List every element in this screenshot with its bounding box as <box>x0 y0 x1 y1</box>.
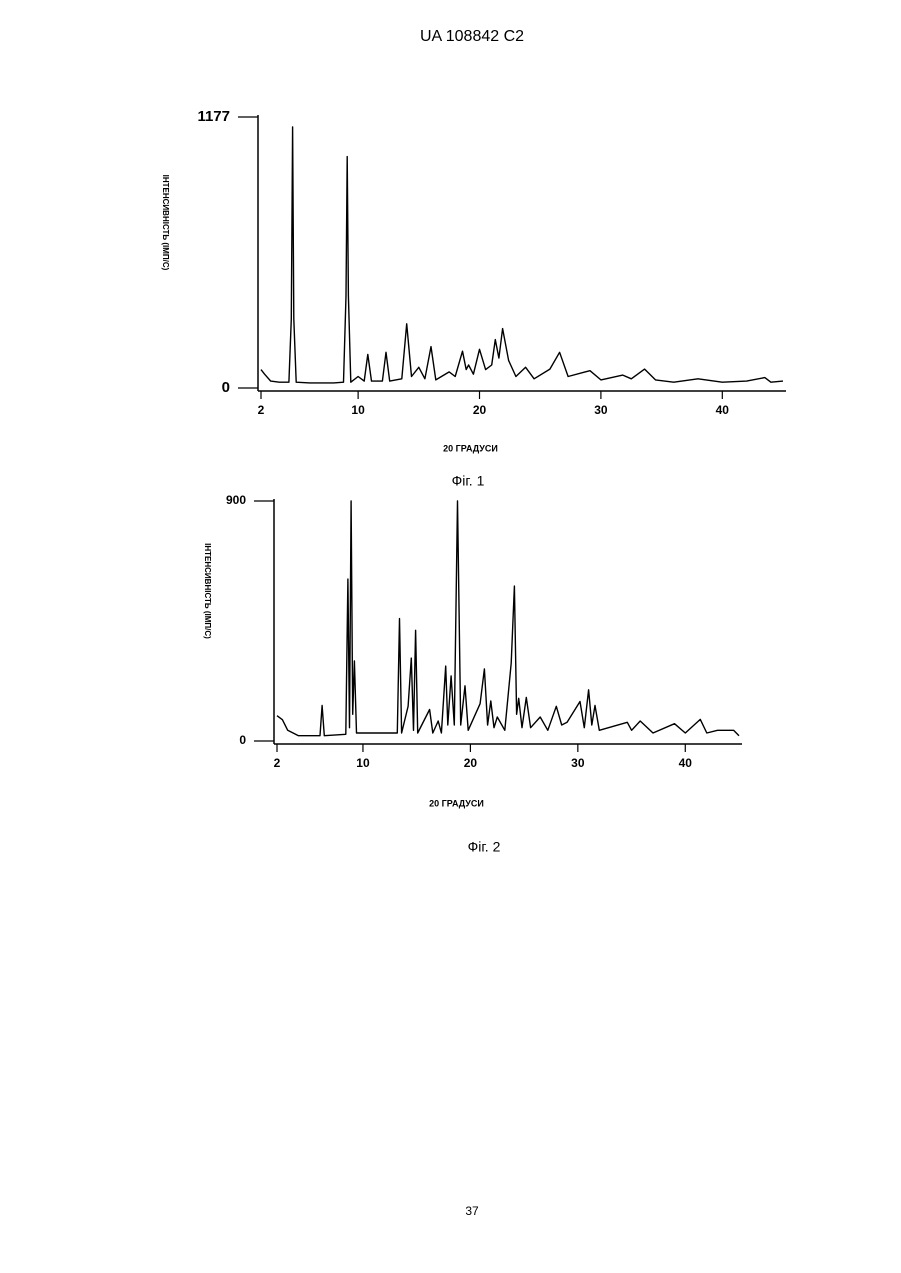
y-axis-title: ІНТЕНСИВНІСТЬ (ІМП/С) <box>203 543 212 639</box>
page: UA 108842 C2 37 0117721020304020 ГРАДУСИ… <box>0 0 901 1273</box>
x-tick-label: 40 <box>716 403 730 417</box>
y-axis-title: ІНТЕНСИВНІСТЬ (ІМП/С) <box>161 175 170 271</box>
x-axis-title: 20 ГРАДУСИ <box>429 798 484 808</box>
x-axis-title: 20 ГРАДУСИ <box>443 443 498 453</box>
page-number: 37 <box>465 1204 479 1218</box>
figure-caption: Фіг. 2 <box>468 839 501 855</box>
background <box>0 0 901 1273</box>
x-tick-label: 30 <box>571 756 585 770</box>
x-tick-label: 10 <box>351 403 365 417</box>
figure-caption: Фіг. 1 <box>452 473 485 489</box>
y-tick-label: 900 <box>226 493 246 507</box>
y-tick-label: 0 <box>222 379 230 396</box>
x-tick-label: 20 <box>464 756 478 770</box>
x-tick-label: 20 <box>473 403 487 417</box>
x-tick-label: 40 <box>679 756 693 770</box>
header: UA 108842 C2 <box>420 28 524 45</box>
x-tick-label: 30 <box>594 403 608 417</box>
x-tick-label: 2 <box>258 403 265 417</box>
y-tick-label: 0 <box>239 733 246 747</box>
y-tick-label: 1177 <box>197 108 230 125</box>
x-tick-label: 2 <box>274 756 281 770</box>
x-tick-label: 10 <box>356 756 370 770</box>
